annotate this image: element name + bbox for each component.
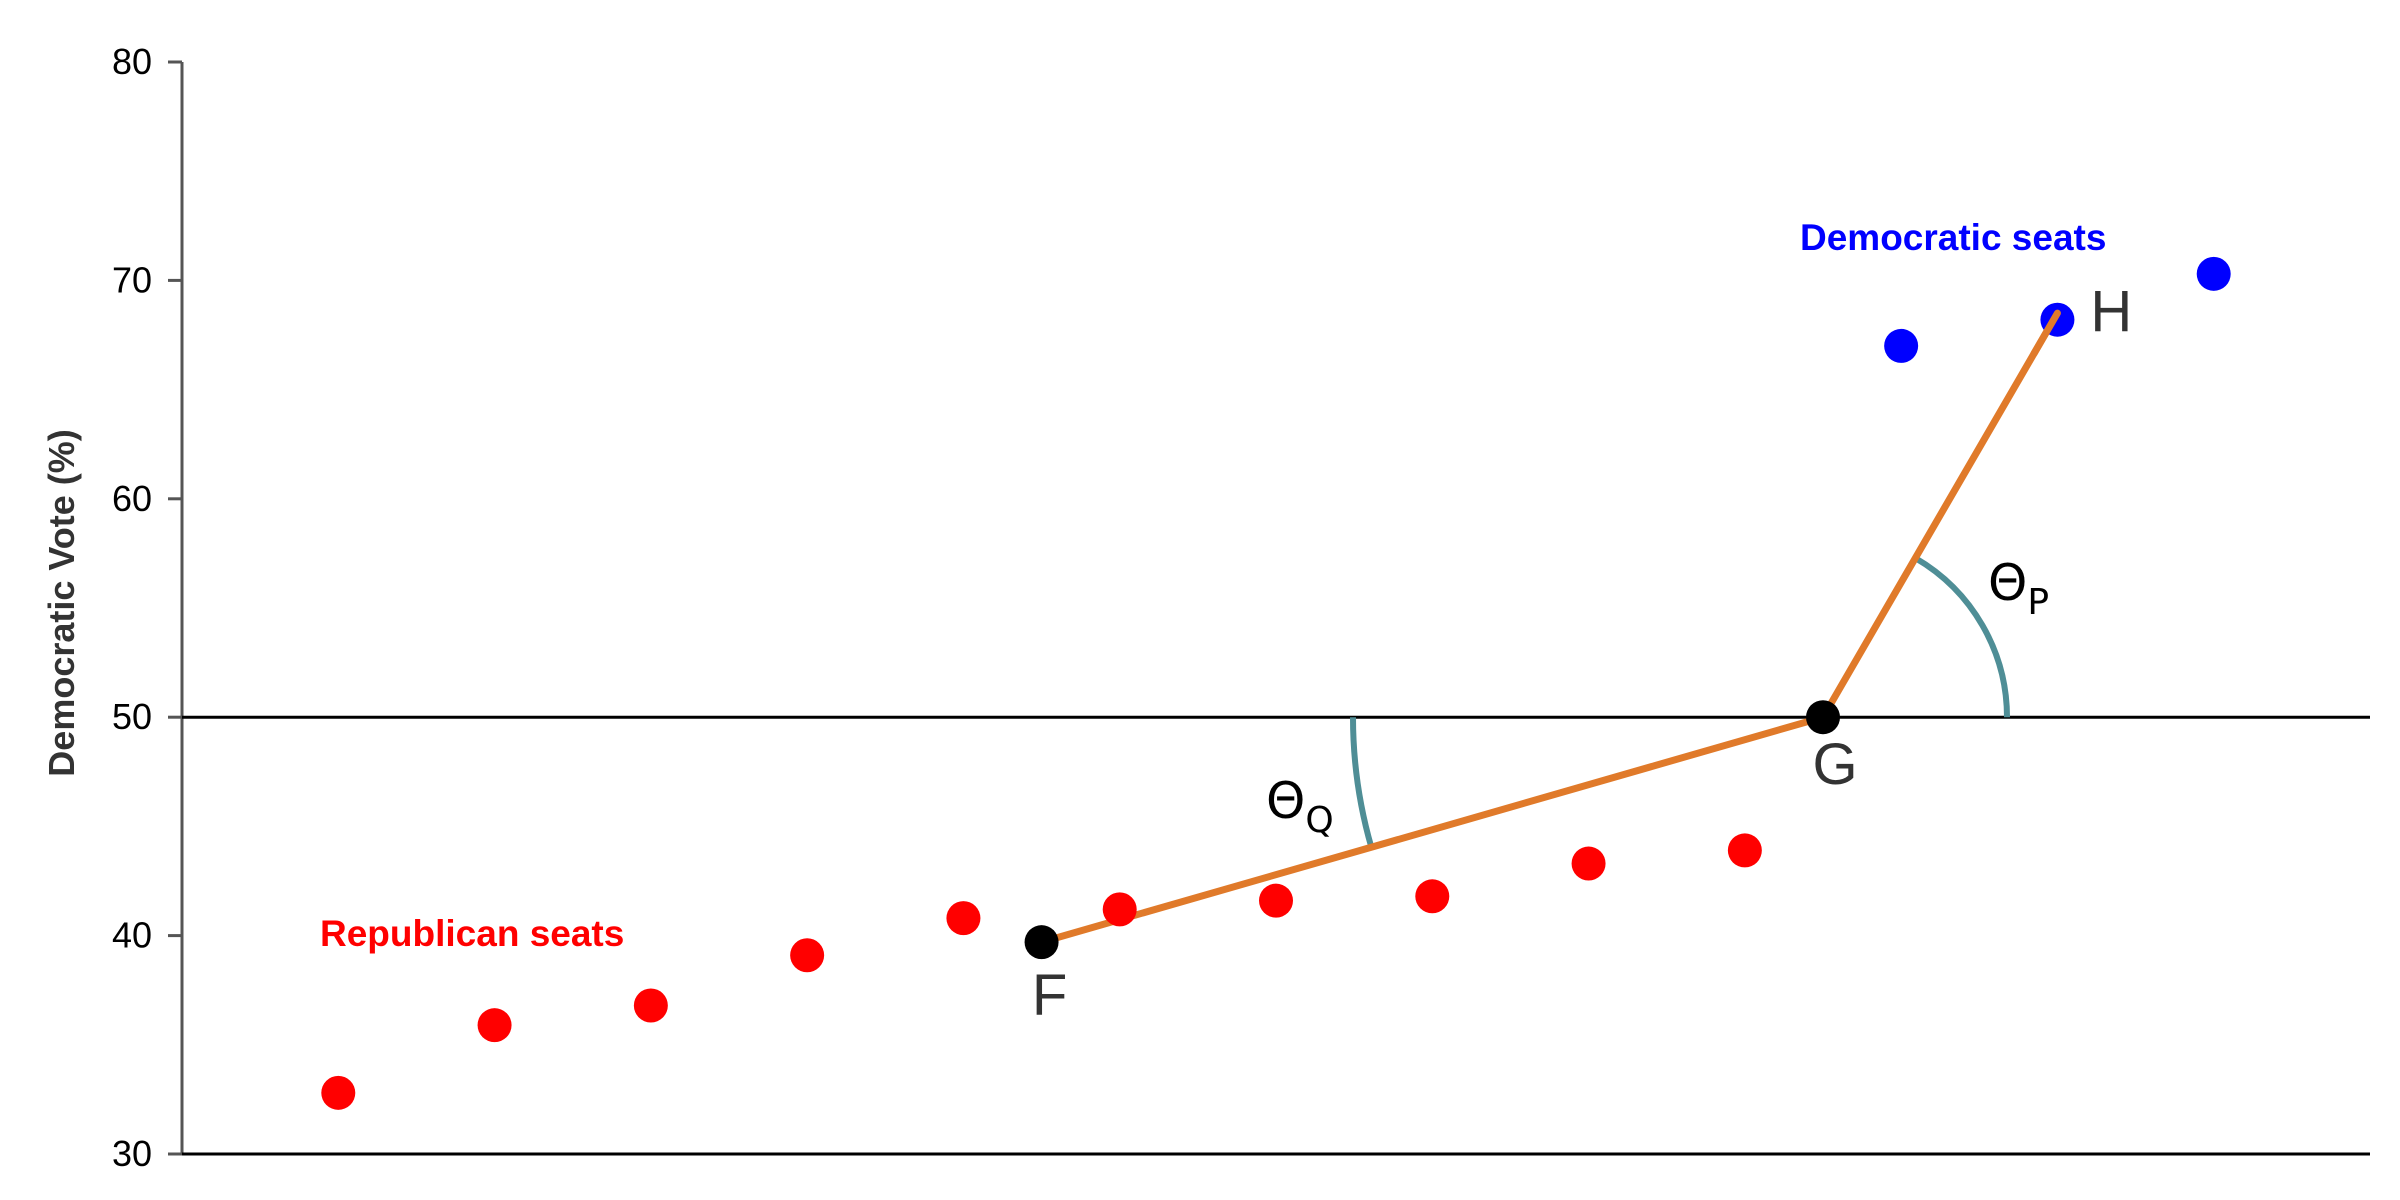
republican-seats-point <box>1259 883 1293 918</box>
angle-arc-theta-p <box>1913 555 2010 718</box>
y-tick-label: 50 <box>112 696 152 737</box>
angle-label-theta-p: ΘP <box>1988 554 2049 623</box>
y-tick-label: 30 <box>112 1133 152 1174</box>
point-label-h: H <box>2090 279 2132 344</box>
republican-seats-label: Republican seats <box>320 913 624 954</box>
key-point-f <box>1024 925 1059 960</box>
republican-seats-point <box>1415 879 1450 914</box>
democratic-seats-label: Democratic seats <box>1800 217 2106 258</box>
y-axis-title: Democratic Vote (%) <box>41 429 82 776</box>
republican-seats-point <box>321 1075 356 1110</box>
y-tick-label: 80 <box>112 41 152 82</box>
republican-seats-point <box>1571 846 1606 881</box>
democratic-seats-point <box>2196 256 2231 291</box>
point-label-g: G <box>1812 732 1857 797</box>
connector-segments <box>1038 309 2061 946</box>
connector-line <box>1038 309 2061 946</box>
republican-seats-point <box>477 1008 512 1043</box>
republican-seats-point <box>1102 892 1137 927</box>
connector-line-end <box>2030 309 2061 358</box>
data-points <box>321 256 2231 1110</box>
democratic-seats-point <box>1884 328 1919 363</box>
y-tick-label: 40 <box>112 915 152 956</box>
angle-label-theta-q: ΘQ <box>1266 772 1334 841</box>
angle-arcs <box>1350 555 2010 849</box>
key-point-g <box>1806 700 1840 735</box>
angle-arc-theta-q <box>1350 717 1375 849</box>
annotations: Republican seats Democratic seats F G H ΘQ ΘP <box>320 217 2132 1028</box>
republican-seats-point <box>1727 833 1762 868</box>
y-axis-ticks: 30 40 50 60 70 80 <box>112 41 182 1174</box>
republican-seats-point <box>790 938 825 973</box>
y-tick-label: 60 <box>112 478 152 519</box>
republican-seats-point <box>633 988 668 1023</box>
y-tick-label: 70 <box>112 259 152 300</box>
point-label-f: F <box>1032 963 1067 1028</box>
republican-seats-point <box>946 901 981 936</box>
